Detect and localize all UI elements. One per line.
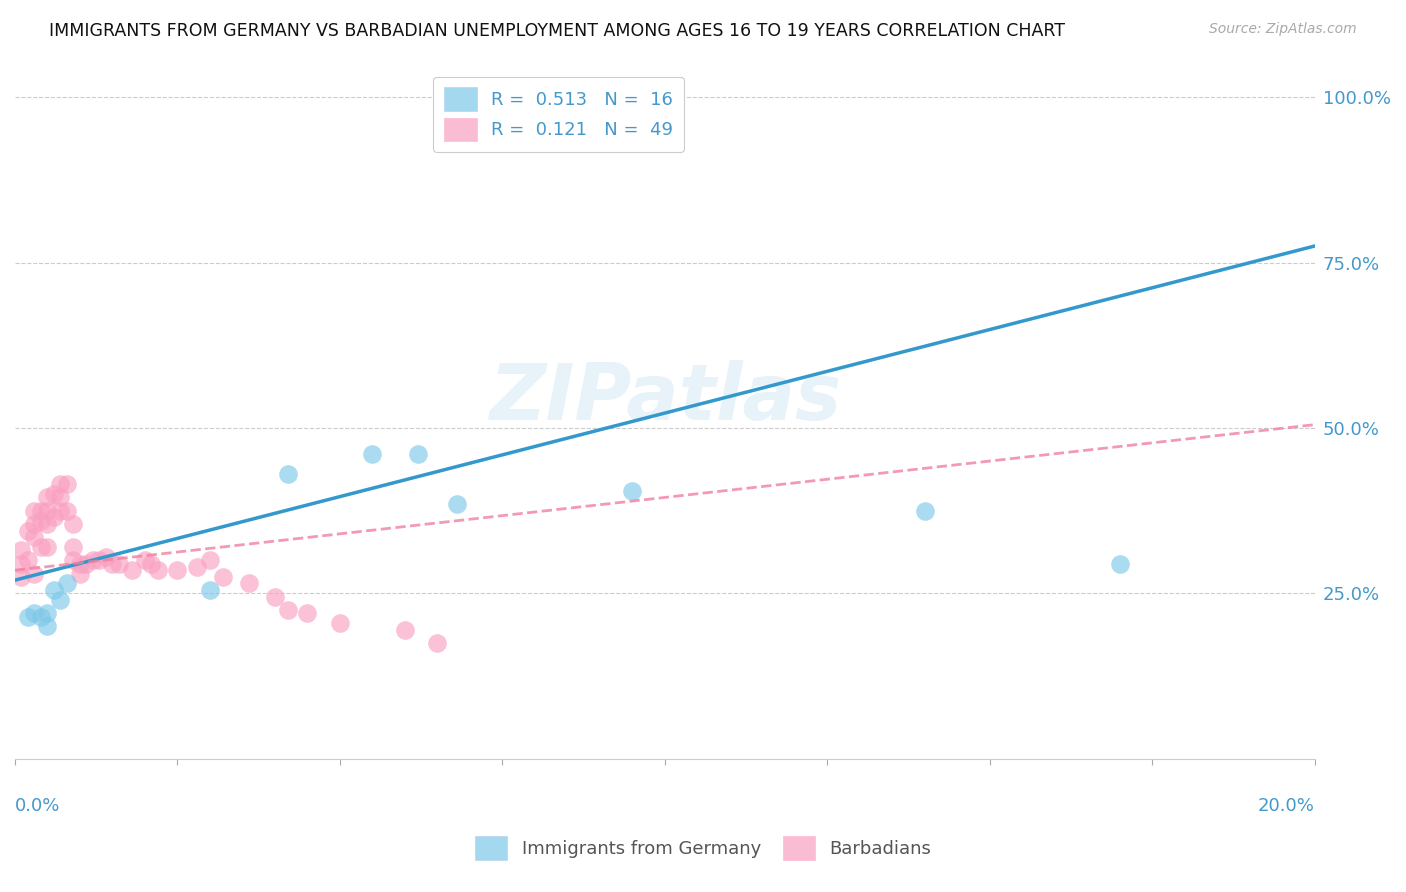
Point [17,609,39,624]
Point [62,516,84,531]
Point [82,553,104,567]
Point [56,576,79,591]
Point [24,516,46,531]
Point [42,583,65,598]
Point [134,553,156,567]
Point [141,557,163,571]
Point [37,540,59,554]
Point [238,576,260,591]
Point [62,553,84,567]
Point [69,557,91,571]
Point [297,606,319,620]
Point [24,606,46,620]
Point [277,603,299,617]
Point [361,447,384,461]
Point [10,543,32,558]
Point [37,516,59,531]
Legend: R =  0.513   N =  16, R =  0.121   N =  49: R = 0.513 N = 16, R = 0.121 N = 49 [433,77,685,152]
Point [49,593,72,607]
Point [198,553,221,567]
Point [30,609,52,624]
Point [37,619,59,633]
Point [121,563,143,577]
Point [426,636,449,650]
Point [42,487,65,501]
Point [69,566,91,581]
Point [446,497,468,511]
Point [49,491,72,505]
Point [24,530,46,544]
Point [146,563,169,577]
Point [10,570,32,584]
Point [24,503,46,517]
Point [30,540,52,554]
Point [17,524,39,538]
Text: IMMIGRANTS FROM GERMANY VS BARBADIAN UNEMPLOYMENT AMONG AGES 16 TO 19 YEARS CORR: IMMIGRANTS FROM GERMANY VS BARBADIAN UNE… [49,22,1066,40]
Point [212,570,235,584]
Point [10,557,32,571]
Point [186,560,208,574]
Point [76,557,98,571]
Point [37,606,59,620]
Text: 20.0%: 20.0% [1258,797,1315,815]
Point [198,583,221,598]
Point [37,503,59,517]
Point [24,566,46,581]
Point [394,623,416,637]
Point [1108,557,1130,571]
Point [17,553,39,567]
Point [94,549,117,564]
Point [30,514,52,528]
Point [49,503,72,517]
Point [406,447,429,461]
Point [56,477,79,491]
Legend: Immigrants from Germany, Barbadians: Immigrants from Germany, Barbadians [467,830,939,867]
Point [30,503,52,517]
Point [329,616,352,631]
Point [62,540,84,554]
Text: 0.0%: 0.0% [15,797,60,815]
Point [108,557,131,571]
Point [42,510,65,524]
Point [49,477,72,491]
Point [914,503,936,517]
Point [277,467,299,482]
Text: Source: ZipAtlas.com: Source: ZipAtlas.com [1209,22,1357,37]
Point [56,503,79,517]
Point [37,491,59,505]
Point [166,563,188,577]
Point [101,557,124,571]
Text: ZIPatlas: ZIPatlas [489,359,841,435]
Point [621,483,644,498]
Point [264,590,287,604]
Point [89,553,111,567]
